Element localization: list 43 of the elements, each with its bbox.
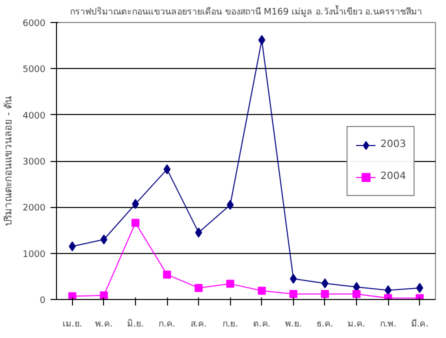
point [68,241,76,252]
y-axis-title: ปริมาณตะกอนแขวนลอย - ตัน [4,96,15,226]
x-tick-label: พ.ย. [285,320,302,330]
y-tick-label: 0 [40,296,46,306]
y-tick-label: 3000 [22,158,46,168]
chart-title: กราฟปริมาณตะกอนแขวนลอยรายเดือน ของสถานี M169 เม่มูล อ.วังน้ำเขียว อ.นครราชสีมา [70,4,422,18]
point [352,290,361,298]
y-tick-label: 4000 [22,111,46,122]
x-tick-label: พ.ค. [95,320,113,330]
point [416,282,424,293]
point [195,228,202,238]
point [258,35,266,46]
x-tick-label: ม.ค. [348,320,366,330]
x-tick-label: ก.ย. [222,320,238,330]
point [163,270,172,279]
y-tick-label: 1000 [22,250,46,260]
point [289,290,298,298]
point [320,290,329,298]
point [132,198,139,209]
legend-label: 2004 [380,171,406,182]
x-tick-label: มิ.ย. [127,318,144,330]
point [226,200,234,210]
point [194,284,203,292]
x-tick-label: ส.ค. [190,320,207,330]
point [258,286,266,295]
x-tick-label: ก.พ. [380,320,396,330]
y-tick-label: 2000 [22,204,46,214]
x-tick-label: เม.ย. [62,320,82,330]
point [100,234,108,244]
x-tick-label: ก.ค. [158,320,176,330]
x-tick-label: มี.ค. [410,318,429,330]
y-tick-label: 6000 [22,19,46,29]
x-tick-label: ต.ค. [252,320,271,330]
x-tick-label: ธ.ค. [316,320,334,330]
point [131,218,140,227]
point [164,164,171,174]
legend-label: 2003 [380,139,406,150]
point [290,274,297,284]
point [226,280,234,288]
point [100,291,108,300]
y-tick-label: 5000 [22,65,46,76]
point [384,285,392,296]
point [321,278,328,288]
